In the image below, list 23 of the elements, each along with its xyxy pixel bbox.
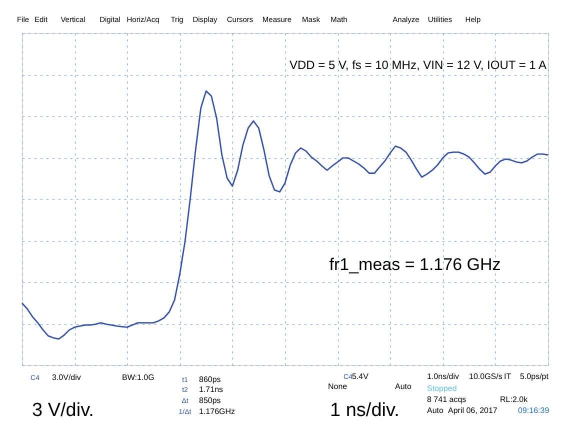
text: 1.176GHz [199, 407, 236, 416]
text: 1 ns/div. [330, 400, 400, 421]
text: 1.0ns/div [427, 372, 460, 381]
text: Auto [427, 406, 444, 415]
text: 10.0GS/s [469, 372, 502, 381]
text: 3 V/div. [32, 400, 94, 421]
text: None [328, 382, 348, 391]
text: Auto [395, 382, 412, 391]
text: IT [504, 372, 512, 381]
text: 8 741 acqs [427, 395, 466, 404]
text: 860ps [199, 375, 221, 384]
text: April 06, 2017 [448, 406, 498, 415]
text: 09:16:39 [518, 406, 550, 415]
text: VDD = 5 V, fs = 10 MHz, VIN = 12 V, IOUT = 1 A [289, 58, 547, 72]
text: 1.71ns [199, 385, 224, 394]
text: 3.0V/div [52, 373, 81, 382]
text: 850ps [199, 396, 221, 405]
text: 5.4V [352, 372, 370, 381]
text: BW:1.0G [122, 373, 154, 382]
text: RL:2.0k [500, 395, 529, 404]
text: 5.0ps/pt [520, 372, 550, 381]
text: Stopped [427, 384, 457, 393]
annotation: fr1_meas = 1.176 GHz [329, 255, 501, 274]
